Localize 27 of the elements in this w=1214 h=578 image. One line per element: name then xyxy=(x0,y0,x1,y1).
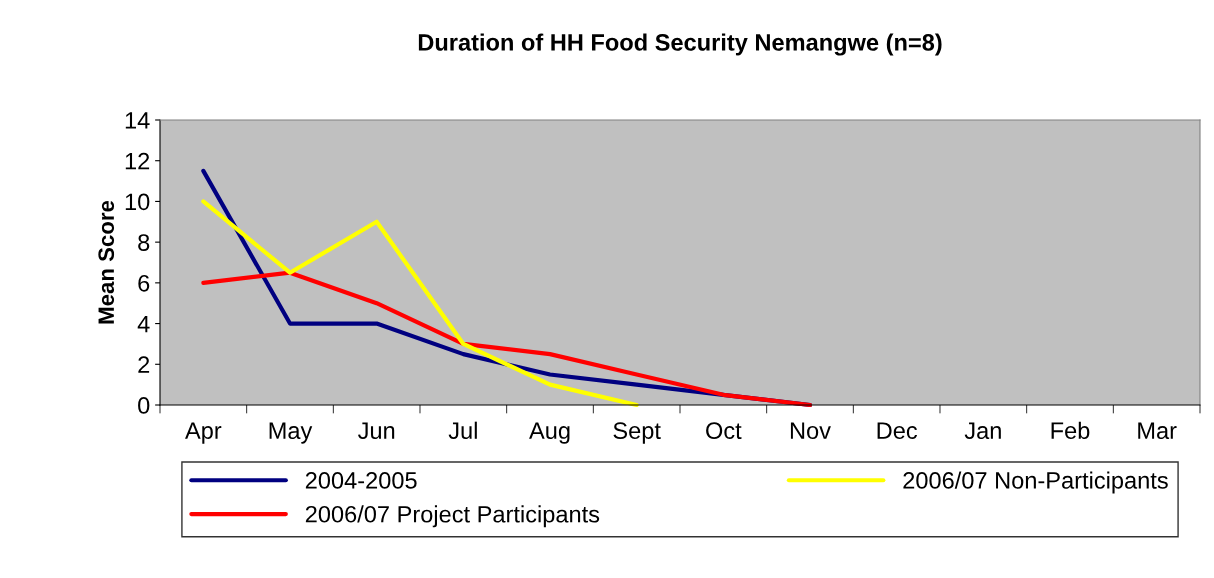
x-tick-label: Oct xyxy=(706,422,742,440)
y-tick-label: 12 xyxy=(125,152,150,170)
y-tick-label: 0 xyxy=(138,397,150,414)
chart-title: Duration of HH Food Security Nemangwe (n=8) xyxy=(418,33,942,56)
x-tick-label: Nov xyxy=(790,422,831,440)
x-tick-label: Dec xyxy=(877,422,918,440)
y-tick-label: 4 xyxy=(137,315,150,333)
y-tick-label: 6 xyxy=(138,274,150,292)
legend-label: 2006/07 Project Participants xyxy=(305,505,600,528)
y-tick-label: 8 xyxy=(138,234,150,251)
y-tick-label: 10 xyxy=(125,193,150,211)
x-tick-label: Feb xyxy=(1051,421,1090,440)
x-tick-label: May xyxy=(269,422,313,444)
x-tick-label: Aug xyxy=(529,422,570,444)
legend-label: 2004-2005 xyxy=(305,472,417,489)
x-tick-label: Apr xyxy=(185,422,222,444)
legend-label: 2006/07 Non-Participants xyxy=(903,471,1168,494)
x-tick-label: Jan xyxy=(964,422,1001,440)
x-tick-label: Jul xyxy=(448,421,477,440)
x-tick-label: Sept xyxy=(613,422,661,444)
y-axis-title: Mean Score xyxy=(98,200,115,324)
y-tick-label: 14 xyxy=(125,112,150,129)
y-tick-label: 2 xyxy=(138,356,150,373)
x-tick-label: Mar xyxy=(1138,422,1177,440)
line-series xyxy=(201,270,813,408)
line-series xyxy=(201,199,639,408)
x-tick-label: Jun xyxy=(358,422,395,440)
